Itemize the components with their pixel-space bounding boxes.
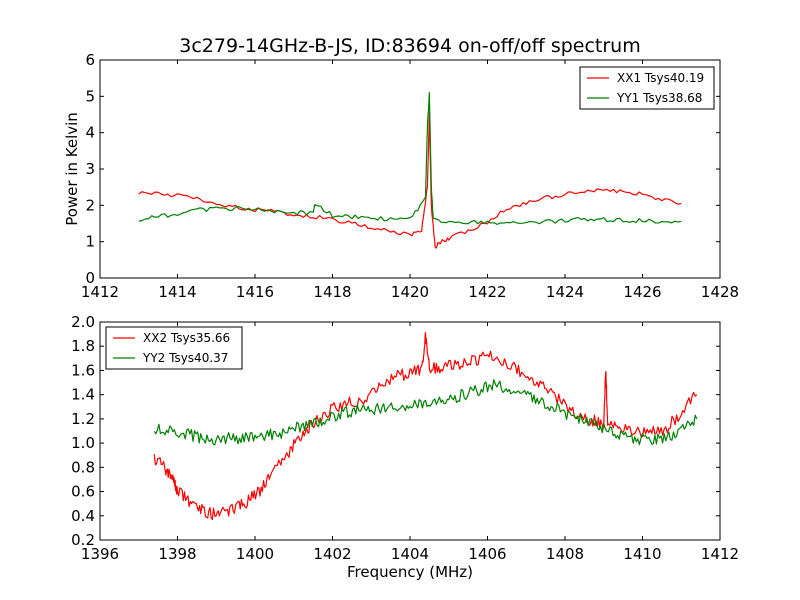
y-tick-label: 1 xyxy=(85,233,95,251)
x-tick-label: 1408 xyxy=(546,545,584,563)
y-axis-label: Power in Kelvin xyxy=(63,112,81,226)
x-tick-label: 1398 xyxy=(158,545,196,563)
series-line-2-1 xyxy=(153,331,698,520)
chart-title: 3c279-14GHz-B-JS, ID:83694 on-off/off sp… xyxy=(179,35,640,57)
legend: XX1 Tsys40.19 YY1 Tsys38.68 xyxy=(579,66,715,110)
y-tick-label: 3 xyxy=(85,160,95,178)
x-tick-label: 1422 xyxy=(468,283,506,301)
top-panel: 1412 1414 1416 1418 1420 1422 1424 1426 1428 0 1 2 3… xyxy=(63,51,739,301)
legend-box xyxy=(579,66,715,110)
y-tick-label: 1.6 xyxy=(71,361,95,379)
y-tick-label: 0 xyxy=(85,269,95,287)
series-line-2-2 xyxy=(153,379,698,446)
y-tick-label: 1.0 xyxy=(71,434,95,452)
x-tick-label: 1420 xyxy=(391,283,429,301)
y-tick-label: 5 xyxy=(85,87,95,105)
legend-box xyxy=(105,326,243,370)
x-tick-label: 1426 xyxy=(623,283,661,301)
x-tick-label: 1416 xyxy=(236,283,274,301)
x-tick-label: 1412 xyxy=(81,283,119,301)
legend-entry: XX2 Tsys35.66 xyxy=(143,331,230,345)
y-tick-label: 0.2 xyxy=(71,531,95,549)
y-tick-label: 0.4 xyxy=(71,507,95,525)
x-tick-label: 1396 xyxy=(81,545,119,563)
y-tick-label: 1.8 xyxy=(71,337,95,355)
x-tick-label: 1404 xyxy=(391,545,429,563)
legend-entry: YY1 Tsys38.68 xyxy=(616,91,702,105)
y-tick-label: 2 xyxy=(85,196,95,214)
y-tick-label: 6 xyxy=(85,51,95,69)
y-tick-label: 2.0 xyxy=(71,313,95,331)
x-tick-label: 1412 xyxy=(701,545,739,563)
x-axis-label: Frequency (MHz) xyxy=(347,563,473,581)
bottom-panel: 1396 1398 1400 1402 1404 1406 1408 1410 1412 0.2 0… xyxy=(71,313,739,581)
legend-entry: XX1 Tsys40.19 xyxy=(617,71,704,85)
x-tick-label: 1428 xyxy=(701,283,739,301)
x-tick-label: 1410 xyxy=(623,545,661,563)
series-line-1-1 xyxy=(138,111,682,249)
legend-entry: YY2 Tsys40.37 xyxy=(142,351,228,365)
y-tick-label: 0.6 xyxy=(71,483,95,501)
y-tick-label: 1.4 xyxy=(71,386,95,404)
x-tick-label: 1402 xyxy=(313,545,351,563)
x-tick-label: 1400 xyxy=(236,545,274,563)
legend: XX2 Tsys35.66 YY2 Tsys40.37 xyxy=(105,326,243,370)
y-tick-label: 0.8 xyxy=(71,458,95,476)
x-tick-label: 1418 xyxy=(313,283,351,301)
x-tick-label: 1424 xyxy=(546,283,584,301)
y-tick-label: 1.2 xyxy=(71,410,95,428)
x-tick-label: 1414 xyxy=(158,283,196,301)
series-line-1-2 xyxy=(138,91,682,225)
x-tick-label: 1406 xyxy=(468,545,506,563)
y-tick-label: 4 xyxy=(85,124,95,142)
